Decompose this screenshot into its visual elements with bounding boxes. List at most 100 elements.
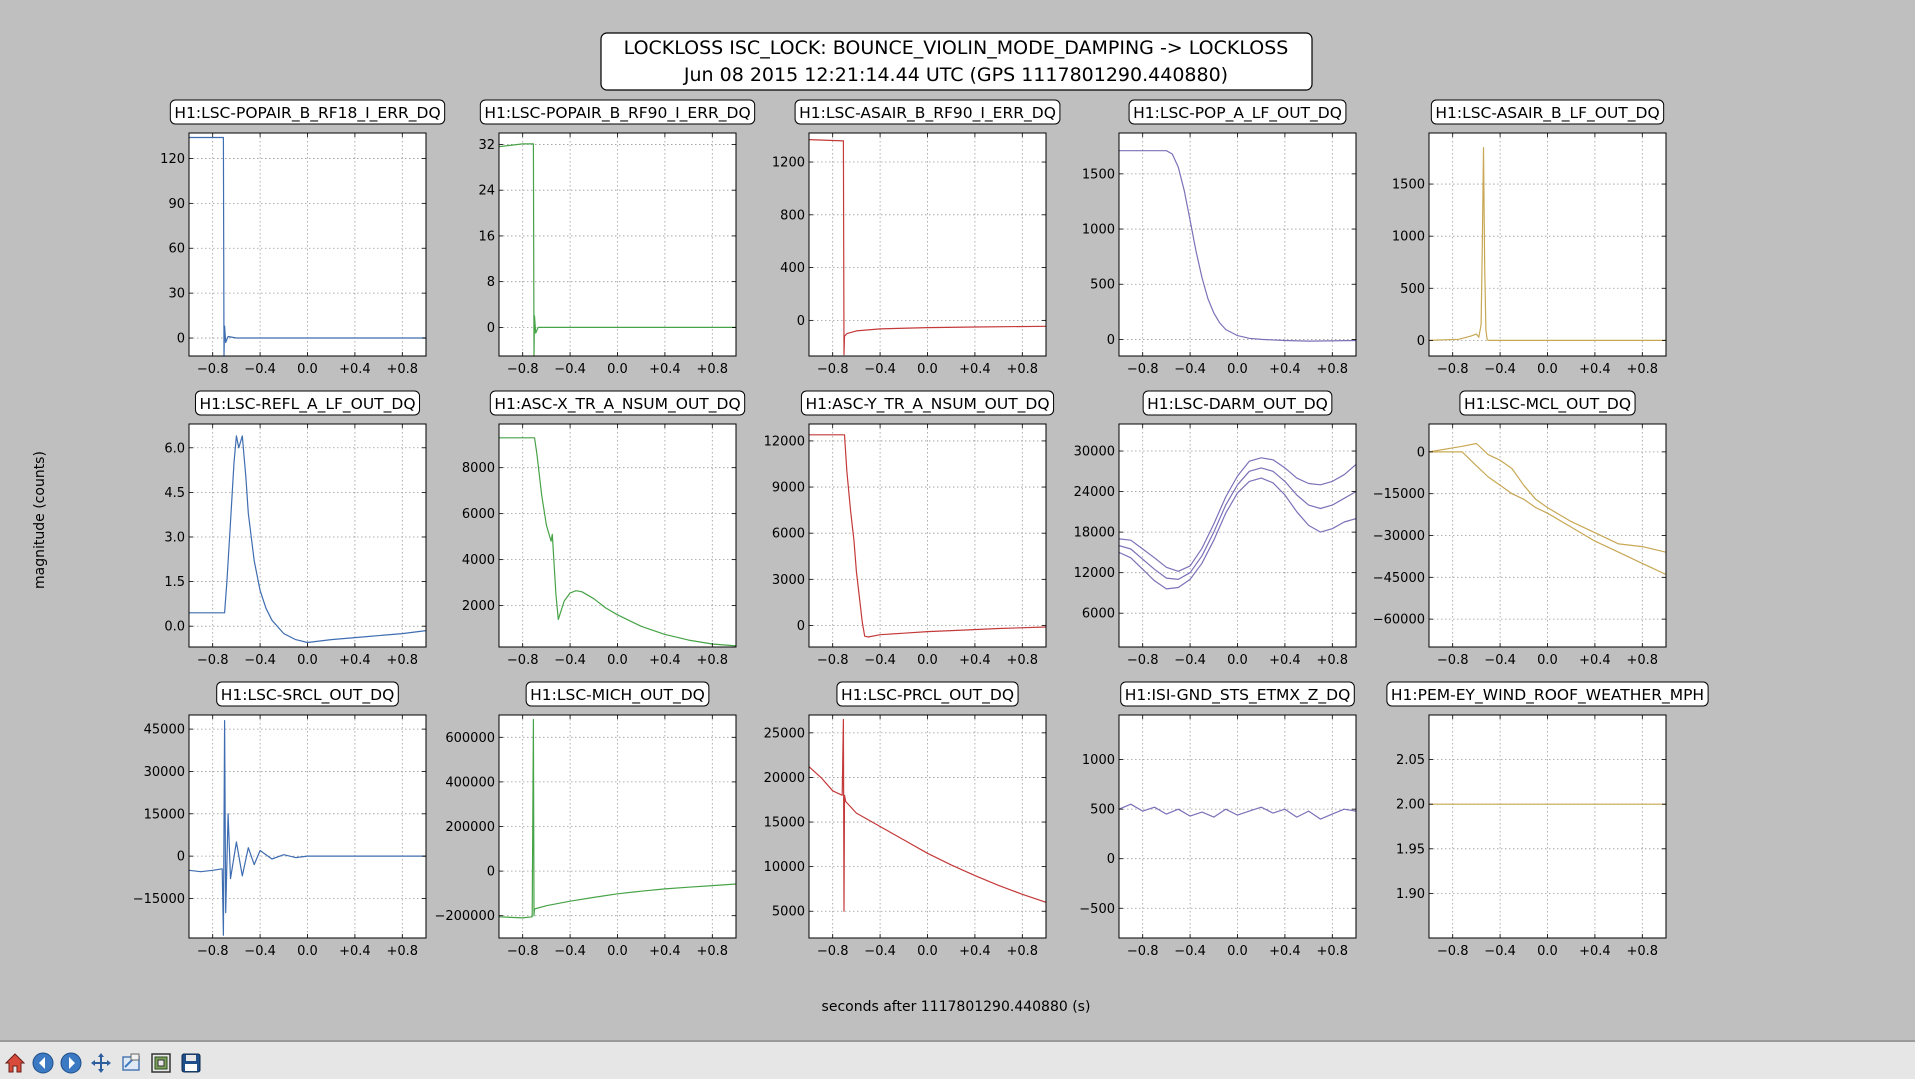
- y-tick-label: 1500: [1082, 167, 1115, 182]
- y-tick-label: 0: [487, 865, 495, 880]
- x-tick-label: −0.8: [1127, 944, 1159, 959]
- y-tick-label: 4000: [462, 553, 495, 568]
- y-tick-label: −15000: [1373, 487, 1425, 502]
- x-tick-label: +0.8: [1317, 362, 1349, 377]
- panel-title-box: [216, 681, 399, 707]
- y-tick-label: 30000: [144, 765, 185, 780]
- series-line-1: [1119, 803, 1356, 820]
- y-tick-label: 1000: [1082, 223, 1115, 238]
- pan-button[interactable]: [88, 1050, 114, 1076]
- series-group: [809, 139, 1046, 356]
- zoom-button[interactable]: [118, 1050, 144, 1076]
- save-button[interactable]: [178, 1050, 204, 1076]
- panel-title: H1:ASC-Y_TR_A_NSUM_OUT_DQ: [805, 395, 1049, 414]
- y-tick-label: 600000: [445, 731, 495, 746]
- panel-title: H1:LSC-POPAIR_B_RF90_I_ERR_DQ: [484, 104, 750, 123]
- x-tick-label: −0.8: [1437, 362, 1469, 377]
- y-tick-label: 6000: [1082, 607, 1115, 622]
- panel-h1-asc-x-tr-a-nsum-out-dq: −0.8 −0.4 0.0 +0.4 +0.8 2000 4000 6000 8000 H1:AS…: [462, 390, 746, 668]
- x-tick-label: −0.8: [197, 362, 229, 377]
- x-tick-label: +0.8: [387, 362, 419, 377]
- panel-title-box: [1142, 390, 1333, 416]
- y-tick-label: 1200: [772, 156, 805, 171]
- y-tick-label: 16: [478, 229, 495, 244]
- series-line-3: [1119, 477, 1356, 590]
- gridlines: [499, 424, 736, 647]
- y-tick-label: 20000: [764, 771, 805, 786]
- y-tick-label: −200000: [434, 909, 495, 924]
- y-tick-label: 6000: [772, 527, 805, 542]
- panel-title: H1:LSC-SRCL_OUT_DQ: [221, 686, 395, 705]
- y-tick-label: 24: [478, 184, 495, 199]
- gridlines: [809, 715, 1046, 938]
- x-tick-label: +0.8: [1007, 362, 1039, 377]
- forward-button[interactable]: [58, 1050, 84, 1076]
- panel-title: H1:LSC-POP_A_LF_OUT_DQ: [1133, 104, 1342, 123]
- y-tick-label: −15000: [133, 892, 185, 907]
- panel-title-box: [1459, 390, 1636, 416]
- y-tick-label: 32: [478, 138, 495, 153]
- x-tick-label: −0.4: [554, 944, 586, 959]
- y-tick-label: 1.90: [1396, 887, 1425, 902]
- figure-canvas[interactable]: LOCKLOSS ISC_LOCK: BOUNCE_VIOLIN_MODE_DA…: [0, 0, 1915, 1040]
- series-group: [499, 143, 736, 356]
- panel-title-box: [836, 681, 1019, 707]
- x-tick-label: 0.0: [1227, 944, 1248, 959]
- panel-h1-lsc-refl-a-lf-out-dq: −0.8 −0.4 0.0 +0.4 +0.8 0.0 1.5 3.0 4.5 6.0 H1:LSC…: [164, 390, 427, 668]
- subplots-button[interactable]: [148, 1050, 174, 1076]
- y-tick-label: −30000: [1373, 529, 1425, 544]
- panel-h1-lsc-asair-b-rf90-i-err-dq: −0.8 −0.4 0.0 +0.4 +0.8 0 400 800 1200 H1:LSC-ASA…: [772, 99, 1061, 377]
- y-tick-label: 15000: [764, 816, 805, 831]
- x-tick-label: 0.0: [297, 653, 318, 668]
- x-tick-label: −0.4: [1174, 944, 1206, 959]
- gridlines: [499, 715, 736, 938]
- x-tick-label: 0.0: [1227, 362, 1248, 377]
- series-group: [809, 434, 1046, 638]
- y-tick-label: 0: [1107, 333, 1115, 348]
- x-tick-label: 0.0: [607, 944, 628, 959]
- x-tick-label: 0.0: [1537, 653, 1558, 668]
- x-tick-label: +0.4: [959, 362, 991, 377]
- y-tick-label: 1500: [1392, 178, 1425, 193]
- x-tick-label: −0.4: [1484, 653, 1516, 668]
- series-group: [1119, 457, 1356, 590]
- home-button[interactable]: [2, 1050, 28, 1076]
- x-tick-label: −0.4: [554, 653, 586, 668]
- panel-title: H1:ASC-X_TR_A_NSUM_OUT_DQ: [494, 395, 740, 414]
- y-tick-label: 1000: [1082, 753, 1115, 768]
- x-tick-label: +0.8: [1007, 653, 1039, 668]
- y-tick-label: 8: [487, 275, 495, 290]
- panel-h1-lsc-pop-a-lf-out-dq: −0.8 −0.4 0.0 +0.4 +0.8 0 500 1000 1500 H1:LSC-PO…: [1082, 99, 1357, 377]
- x-tick-label: −0.4: [864, 944, 896, 959]
- x-tick-label: 0.0: [917, 944, 938, 959]
- x-tick-label: −0.8: [197, 653, 229, 668]
- series-group: [1429, 147, 1666, 341]
- back-button[interactable]: [30, 1050, 56, 1076]
- arrow-left-icon: [32, 1052, 54, 1074]
- gridlines: [809, 424, 1046, 647]
- y-tick-label: 1000: [1392, 230, 1425, 245]
- y-tick-label: 12000: [764, 434, 805, 449]
- y-tick-label: 0.0: [164, 620, 185, 635]
- move-icon: [91, 1053, 111, 1073]
- y-tick-label: 400: [780, 261, 805, 276]
- y-tick-label: 0: [177, 332, 185, 347]
- panel-title-box: [525, 681, 710, 707]
- y-tick-label: 15000: [144, 807, 185, 822]
- y-tick-label: 500: [1090, 278, 1115, 293]
- series-line-1: [1429, 147, 1666, 341]
- series-line-1: [809, 434, 1046, 638]
- series-group: [1119, 150, 1356, 342]
- y-tick-label: 400000: [445, 775, 495, 790]
- y-tick-label: 45000: [144, 723, 185, 738]
- x-tick-label: 0.0: [297, 944, 318, 959]
- series-group: [499, 718, 736, 919]
- panel-h1-isi-gnd-sts-etmx-z-dq: −0.8 −0.4 0.0 +0.4 +0.8 −500 0 500 1000 H1:ISI-GN…: [1079, 681, 1357, 959]
- series-line-1: [1119, 150, 1356, 342]
- navigation-toolbar: [0, 1040, 1915, 1079]
- x-tick-label: −0.4: [244, 944, 276, 959]
- panel-title-box: [194, 390, 421, 416]
- x-tick-label: −0.4: [1484, 944, 1516, 959]
- panel-title-box: [169, 99, 446, 125]
- gridlines: [1119, 133, 1356, 356]
